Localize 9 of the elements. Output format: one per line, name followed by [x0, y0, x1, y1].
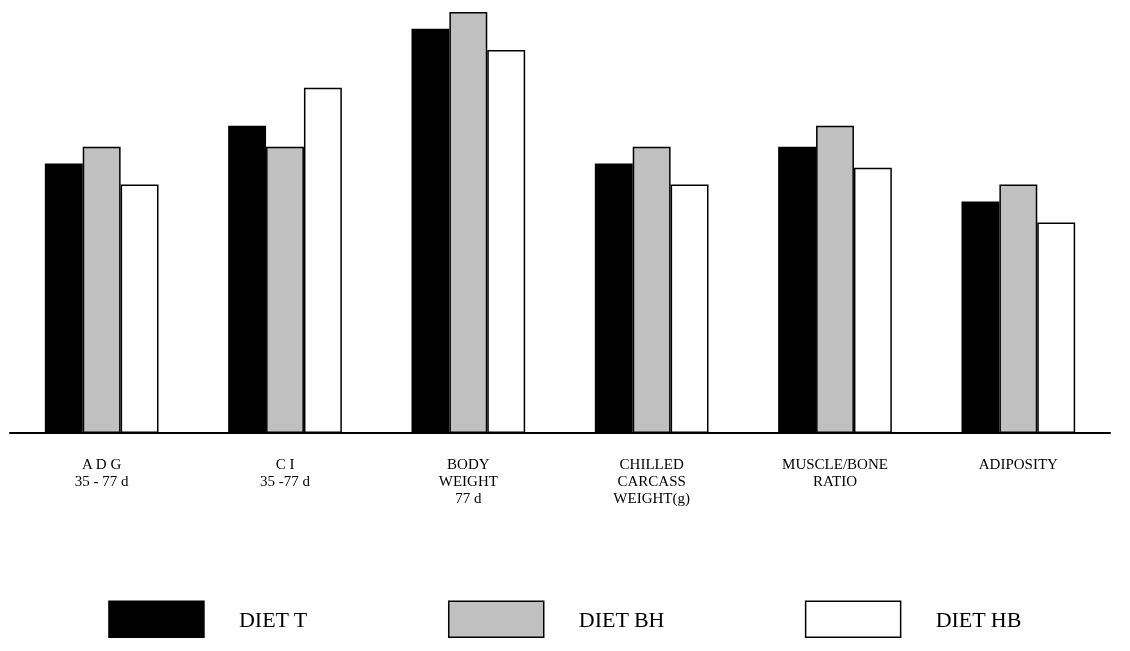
legend-label: DIET T [238, 606, 308, 632]
legend-label: DIET BH [578, 606, 665, 632]
x-tick-label: ADIPOSITY [978, 455, 1059, 472]
x-tick-label: C I 35 -77 d [260, 455, 311, 489]
x-tick-label: A D G 35 - 77 d [74, 455, 130, 489]
x-tick-label: MUSCLE/BONE RATIO [782, 455, 888, 489]
legend-label: DIET HB [935, 606, 1022, 632]
x-tick-label: BODY WEIGHT 77 d [438, 455, 498, 506]
x-tick-label: CHILLED CARCASS WEIGHT(g) [613, 455, 690, 507]
